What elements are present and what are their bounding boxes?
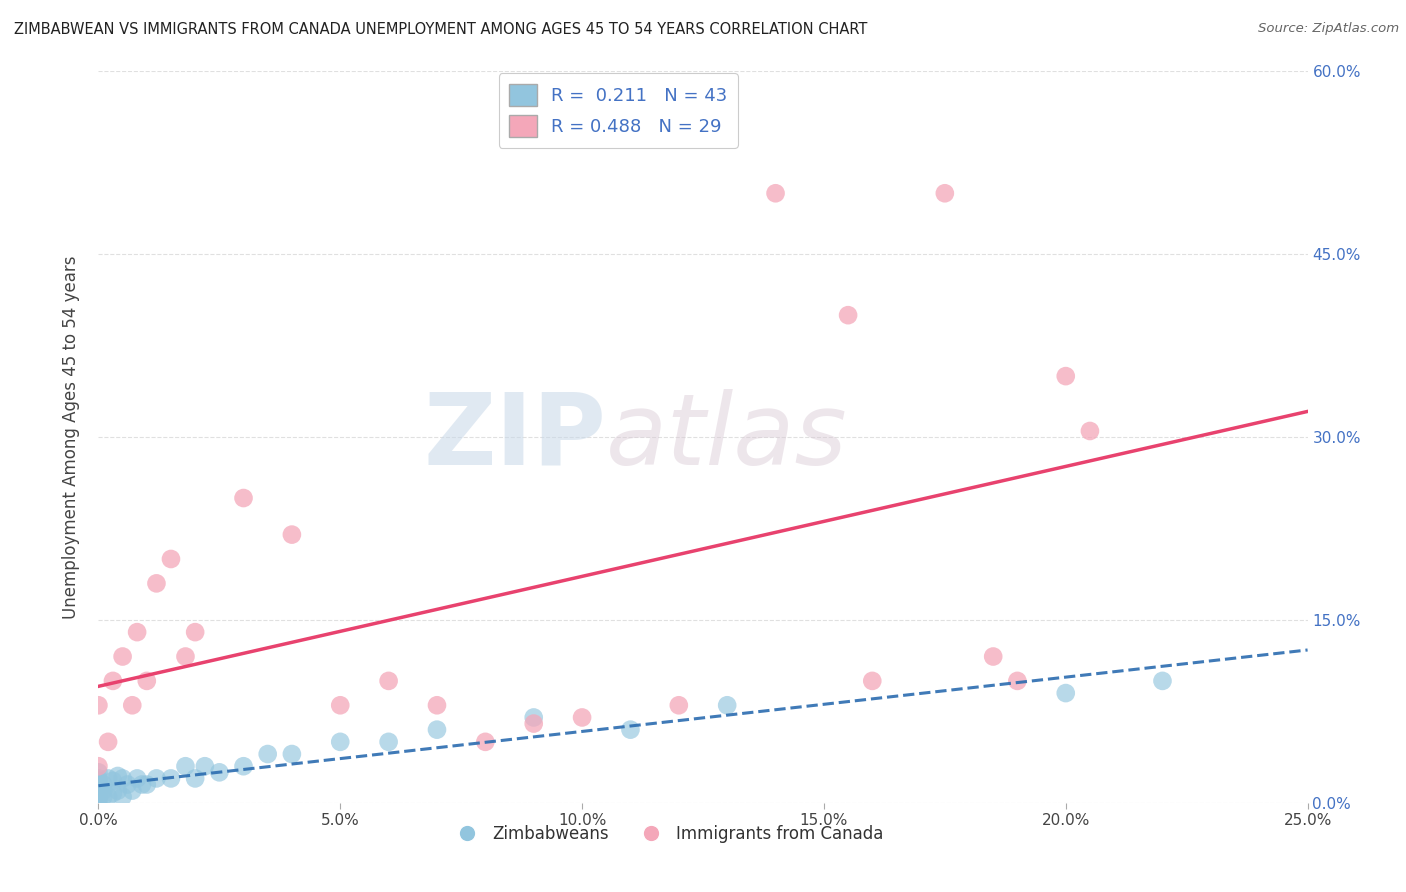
Point [174, 759, 197, 773]
Point [256, 747, 278, 761]
Point [97, 735, 120, 749]
Point [619, 723, 641, 737]
Legend: Zimbabweans, Immigrants from Canada: Zimbabweans, Immigrants from Canada [444, 818, 890, 849]
Point [523, 710, 546, 724]
Point [194, 759, 217, 773]
Point [860, 673, 883, 688]
Point [1054, 686, 1077, 700]
Point [111, 649, 134, 664]
Point [981, 649, 1004, 664]
Point [121, 698, 143, 713]
Point [87, 796, 110, 810]
Point [107, 769, 129, 783]
Point [111, 789, 134, 804]
Point [281, 527, 304, 541]
Point [87, 773, 110, 788]
Point [127, 625, 149, 640]
Point [668, 698, 690, 713]
Point [174, 649, 197, 664]
Point [101, 786, 124, 800]
Point [87, 781, 110, 796]
Point [523, 716, 546, 731]
Point [87, 789, 110, 804]
Y-axis label: Unemployment Among Ages 45 to 54 years: Unemployment Among Ages 45 to 54 years [62, 255, 80, 619]
Point [101, 773, 124, 788]
Point [121, 783, 143, 797]
Point [87, 783, 110, 797]
Text: Source: ZipAtlas.com: Source: ZipAtlas.com [1258, 22, 1399, 36]
Point [101, 673, 124, 688]
Point [232, 759, 254, 773]
Point [107, 783, 129, 797]
Point [135, 778, 157, 792]
Point [91, 789, 114, 804]
Point [131, 778, 153, 792]
Point [377, 735, 399, 749]
Point [837, 308, 859, 322]
Point [87, 759, 110, 773]
Point [474, 735, 496, 749]
Point [184, 625, 207, 640]
Point [426, 723, 449, 737]
Point [117, 778, 139, 792]
Point [145, 772, 167, 786]
Point [184, 772, 207, 786]
Point [765, 186, 787, 201]
Point [91, 783, 114, 797]
Point [97, 789, 120, 804]
Point [571, 710, 593, 724]
Point [1054, 369, 1077, 384]
Point [135, 673, 157, 688]
Text: ZIMBABWEAN VS IMMIGRANTS FROM CANADA UNEMPLOYMENT AMONG AGES 45 TO 54 YEARS CORR: ZIMBABWEAN VS IMMIGRANTS FROM CANADA UNE… [14, 22, 868, 37]
Point [377, 673, 399, 688]
Point [934, 186, 956, 201]
Point [232, 491, 254, 505]
Point [97, 772, 120, 786]
Point [160, 552, 183, 566]
Point [87, 786, 110, 800]
Text: ZIP: ZIP [423, 389, 606, 485]
Point [91, 778, 114, 792]
Point [87, 772, 110, 786]
Point [87, 792, 110, 806]
Point [87, 778, 110, 792]
Point [127, 772, 149, 786]
Point [160, 772, 183, 786]
Point [111, 772, 134, 786]
Point [329, 698, 352, 713]
Point [208, 765, 231, 780]
Point [281, 747, 304, 761]
Point [329, 735, 352, 749]
Point [426, 698, 449, 713]
Text: atlas: atlas [606, 389, 848, 485]
Point [1152, 673, 1174, 688]
Point [145, 576, 167, 591]
Point [716, 698, 738, 713]
Point [87, 765, 110, 780]
Point [87, 698, 110, 713]
Point [1078, 424, 1101, 438]
Point [1007, 673, 1029, 688]
